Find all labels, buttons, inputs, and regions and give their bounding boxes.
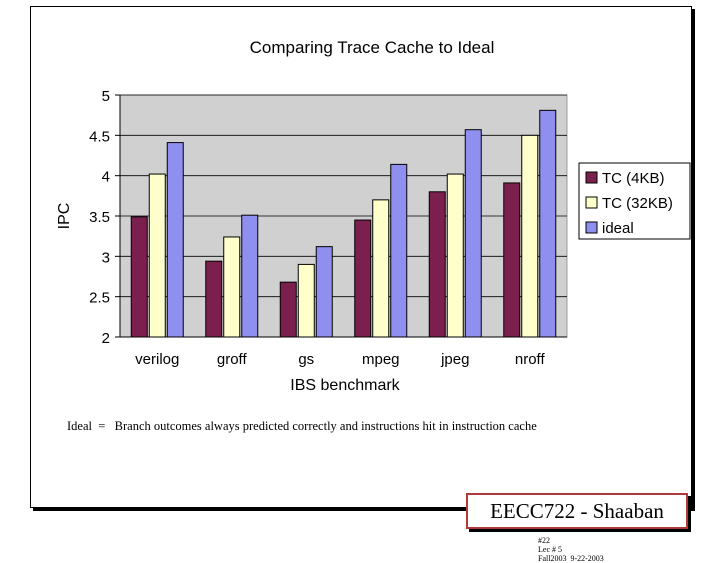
course-brand-text: EECC722 - Shaaban — [490, 498, 664, 523]
term-date: Fall2003 9-22-2003 — [538, 554, 604, 563]
x-tick-label: nroff — [515, 351, 546, 368]
y-tick-label: 4.5 — [89, 128, 110, 145]
bar-gs-1 — [297, 263, 315, 338]
legend-label: TC (4KB) — [602, 170, 665, 187]
legend: TC (4KB) TC (32KB) ideal — [578, 162, 691, 240]
x-tick-label: groff — [217, 351, 248, 368]
chart-title: Comparing Trace Cache to Ideal — [250, 38, 495, 57]
bar-groff-1 — [223, 236, 241, 338]
bar-nroff-0 — [503, 182, 521, 338]
legend-swatch — [585, 221, 598, 234]
slide-footer: #22 Lec # 5 Fall2003 9-22-2003 — [534, 527, 614, 563]
bars — [130, 109, 557, 338]
bar-nroff-2 — [539, 109, 557, 338]
y-axis-label: IPC — [56, 203, 73, 230]
legend-swatch — [585, 196, 598, 209]
axes: 2 2.5 3 3.5 4 4.5 5 verilog groff gs mpeg jpeg nroff — [89, 88, 567, 368]
bar-groff-0 — [205, 260, 223, 338]
course-brand-box: EECC722 - Shaaban — [466, 493, 688, 529]
bar-mpeg-0 — [354, 219, 372, 338]
bar-gs-2 — [315, 246, 333, 338]
bar-jpeg-2 — [464, 129, 482, 338]
bar-jpeg-0 — [428, 191, 446, 338]
bar-verilog-1 — [148, 173, 166, 338]
bar-groff-2 — [241, 214, 259, 338]
ideal-definition-note: Ideal = Branch outcomes always predicted… — [67, 419, 537, 433]
x-tick-label: gs — [298, 351, 314, 368]
y-tick-label: 4 — [102, 169, 110, 186]
lecture-number: Lec # 5 — [538, 545, 562, 554]
gridlines — [120, 94, 567, 338]
bar-nroff-1 — [521, 134, 539, 338]
x-tick-label: verilog — [135, 351, 179, 368]
legend-label: ideal — [602, 220, 634, 237]
y-tick-label: 5 — [102, 88, 110, 105]
ipc-bar-chart: 2 2.5 3 3.5 4 4.5 5 verilog groff gs mpeg jpeg nroff… — [56, 38, 691, 394]
y-tick-label: 3 — [102, 249, 110, 266]
x-tick-label: mpeg — [362, 351, 400, 368]
bar-verilog-0 — [130, 216, 148, 338]
legend-label: TC (32KB) — [602, 195, 673, 212]
x-axis-label: IBS benchmark — [290, 377, 400, 394]
bar-mpeg-1 — [372, 199, 390, 338]
bar-gs-0 — [279, 281, 297, 338]
y-tick-label: 2.5 — [89, 290, 110, 307]
bar-jpeg-1 — [446, 173, 464, 338]
bar-verilog-2 — [166, 142, 184, 338]
legend-swatch — [585, 171, 598, 184]
y-tick-label: 3.5 — [89, 209, 110, 226]
y-tick-label: 2 — [102, 330, 110, 347]
slide-number: #22 — [538, 536, 550, 545]
bar-mpeg-2 — [390, 163, 408, 338]
x-tick-label: jpeg — [440, 351, 469, 368]
